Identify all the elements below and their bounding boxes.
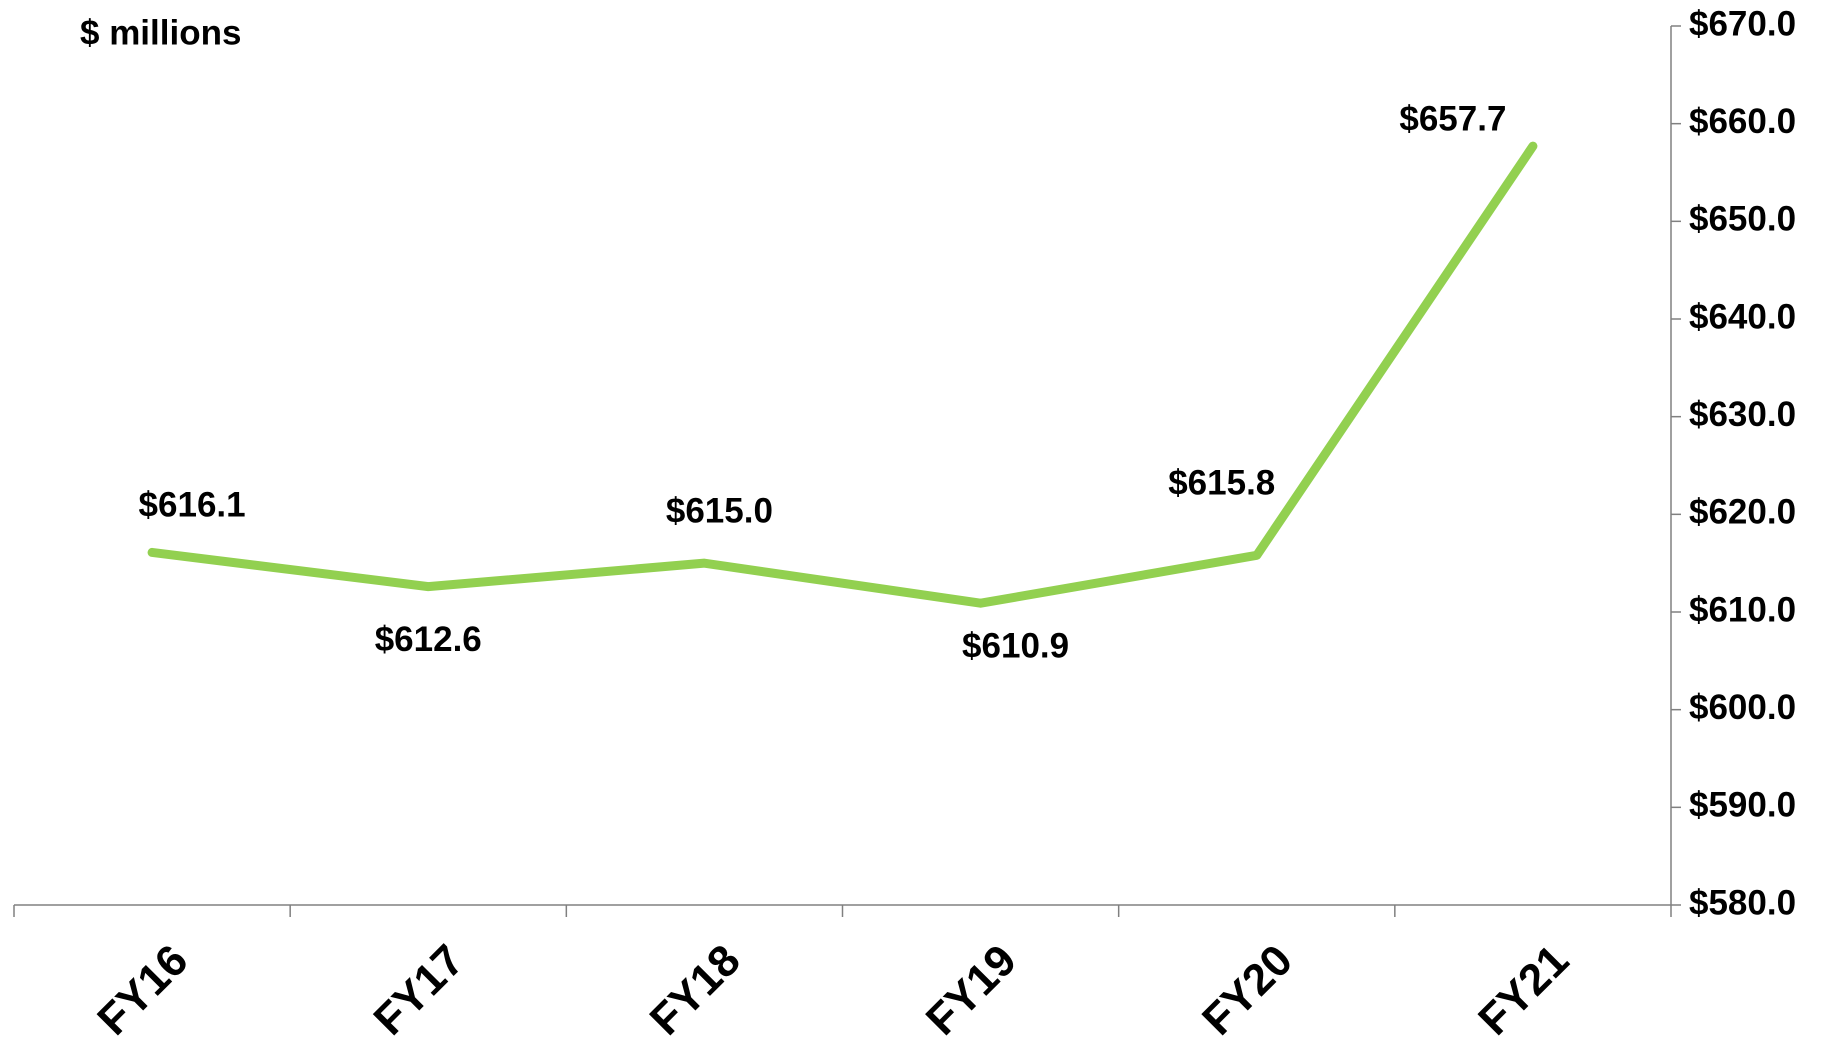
x-tick-label: FY17 — [365, 936, 474, 1045]
y-tick-label: $610.0 — [1689, 590, 1796, 629]
x-tick-label: FY21 — [1469, 936, 1578, 1045]
data-label: $616.1 — [139, 486, 246, 525]
y-tick-label: $630.0 — [1689, 395, 1796, 434]
y-tick-label: $620.0 — [1689, 493, 1796, 532]
data-label: $615.8 — [1168, 464, 1275, 503]
x-tick-label: FY18 — [641, 936, 750, 1045]
data-label: $612.6 — [375, 620, 482, 659]
x-tick-label: FY19 — [917, 936, 1026, 1045]
x-tick-label: FY16 — [88, 936, 197, 1045]
y-tick-label: $600.0 — [1689, 688, 1796, 727]
chart-title: $ millions — [80, 13, 241, 52]
y-tick-label: $660.0 — [1689, 102, 1796, 141]
y-tick-label: $650.0 — [1689, 200, 1796, 239]
x-tick-label: FY20 — [1193, 936, 1302, 1045]
y-tick-label: $670.0 — [1689, 4, 1796, 43]
y-tick-label: $590.0 — [1689, 786, 1796, 825]
y-tick-label: $640.0 — [1689, 297, 1796, 336]
data-label: $657.7 — [1399, 99, 1506, 138]
line — [147, 141, 1538, 608]
y-tick-label: $580.0 — [1689, 883, 1796, 922]
data-label: $615.0 — [666, 491, 773, 530]
data-label: $610.9 — [962, 626, 1069, 665]
